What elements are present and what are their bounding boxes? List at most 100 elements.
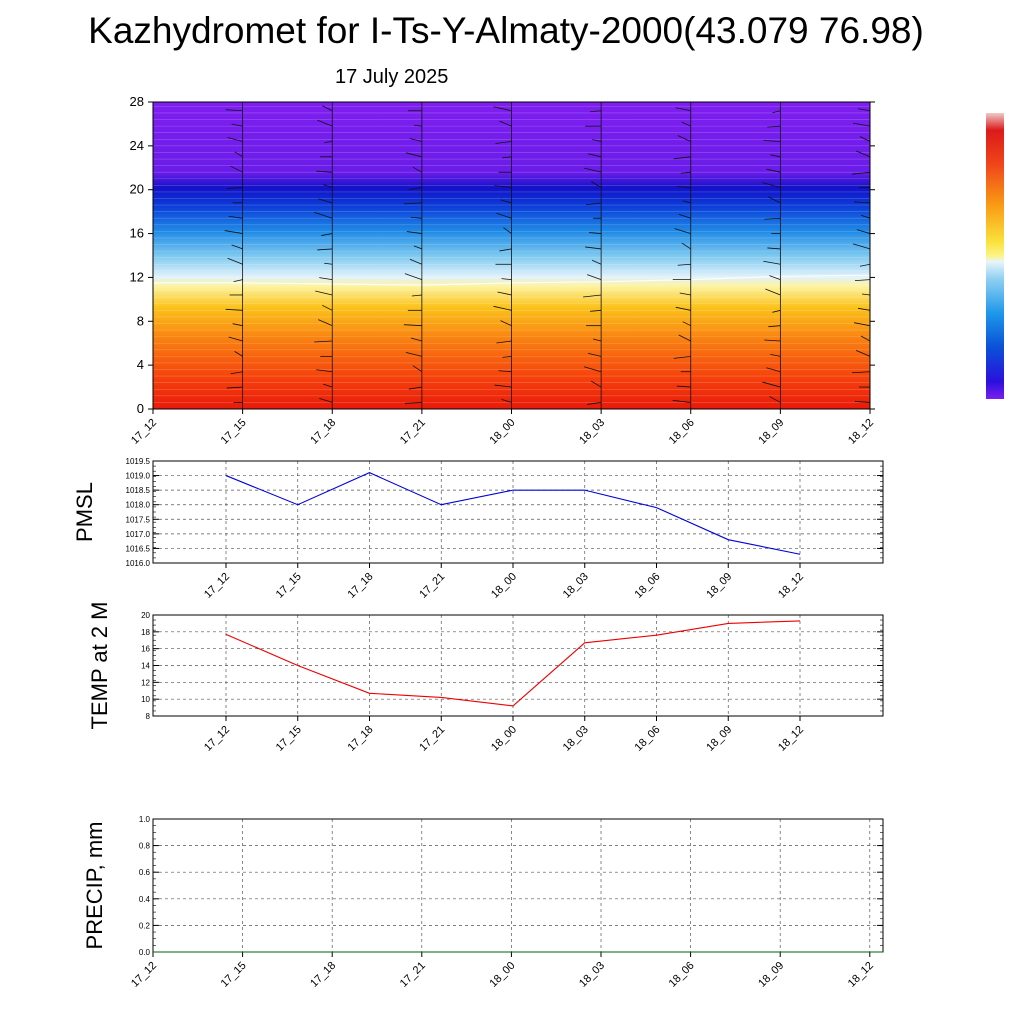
wind-barb (153, 202, 154, 203)
wind-barb (406, 231, 422, 234)
wind-barb (319, 277, 333, 281)
wind-barb (593, 338, 602, 342)
wind-barb (153, 126, 154, 127)
wind-barb (592, 139, 602, 142)
x-tick-label: 17_15 (219, 960, 249, 990)
wind-barb-column (493, 102, 512, 409)
y-tick-label: 0.0 (139, 948, 151, 957)
wind-barb (234, 351, 243, 357)
wind-barb (321, 233, 333, 236)
wind-barb-column (224, 102, 244, 409)
x-tick-label: 17_12 (202, 724, 232, 754)
wind-barb-column (583, 102, 602, 409)
colorbar (986, 113, 1004, 399)
wind-barb (501, 278, 512, 281)
x-tick-label: 18_12 (776, 724, 806, 754)
wind-barb (230, 371, 243, 375)
x-tick-label: 17_18 (308, 417, 338, 447)
y-tick-label: 0.4 (139, 895, 151, 904)
wind-barb (768, 196, 781, 204)
wind-barb (153, 386, 154, 388)
x-tick-label: 18_06 (667, 960, 697, 990)
wind-barb (404, 402, 422, 404)
wind-barb (772, 110, 781, 114)
x-tick-label: 18_00 (487, 960, 517, 990)
y-tick-label: 1017.0 (126, 530, 151, 539)
wind-barb (851, 171, 870, 175)
x-tick-label: 17_12 (129, 960, 159, 990)
page-title: Kazhydromet for I-Ts-Y-Almaty-2000(43.07… (88, 10, 924, 51)
wind-barb (412, 365, 423, 373)
wind-barb (227, 137, 243, 142)
wind-barb-column (672, 102, 692, 409)
y-tick-label: 12 (130, 269, 144, 284)
wind-barb (405, 152, 422, 158)
wind-barb (767, 125, 781, 128)
wind-barb (496, 340, 512, 344)
wind-barb (672, 400, 691, 403)
wind-barb (591, 259, 602, 265)
wind-barb (770, 154, 781, 158)
wind-barb (860, 335, 870, 342)
wind-barb (497, 291, 512, 296)
wind-barb (767, 247, 781, 250)
wind-barb (681, 242, 691, 250)
wind-barb (763, 140, 781, 142)
wind-barb (857, 108, 870, 112)
wind-barb (675, 306, 691, 311)
wind-barb (589, 232, 602, 234)
wind-barb (764, 217, 781, 220)
wind-barb (678, 213, 691, 219)
wind-barb (323, 184, 333, 188)
wind-barb (770, 353, 781, 357)
x-tick-label: 18_00 (489, 724, 519, 754)
wind-barb (502, 156, 512, 159)
wind-barb (410, 337, 422, 342)
wind-barb (403, 202, 422, 205)
x-tick-label: 18_12 (846, 417, 876, 447)
x-tick-label: 17_21 (417, 724, 447, 754)
x-tick-label: 17_18 (346, 724, 376, 754)
wind-barb (673, 355, 691, 359)
wind-barb (496, 212, 512, 219)
wind-barb (323, 383, 333, 388)
y-tick-label: 20 (130, 182, 144, 197)
wind-barb (495, 141, 512, 144)
y-tick-label: 16 (130, 226, 144, 241)
wind-barb (499, 120, 512, 127)
y-tick-label: 8 (146, 712, 151, 721)
wind-barb (590, 380, 602, 388)
wind-barb (676, 385, 691, 388)
y-tick-label: 4 (137, 357, 144, 372)
wind-barb-column (403, 102, 423, 409)
wind-barb (409, 258, 423, 265)
wind-barb (769, 275, 781, 280)
wind-barb (324, 141, 333, 143)
y-tick-label: 18 (141, 628, 150, 637)
wind-barb (677, 263, 691, 266)
wind-barb (765, 288, 781, 296)
wind-barb (586, 202, 602, 206)
wind-barb (403, 324, 422, 327)
x-tick-label: 18_03 (577, 417, 607, 447)
y-tick-label: 1019.0 (126, 472, 151, 481)
x-tick-label: 17_15 (274, 724, 304, 754)
wind-barb (500, 199, 512, 204)
x-tick-label: 18_09 (704, 571, 734, 601)
x-tick-label: 17_15 (219, 417, 249, 447)
x-tick-label: 18_09 (756, 960, 786, 990)
wind-barb (319, 398, 333, 403)
x-tick-label: 17_12 (129, 417, 159, 447)
pmsl-panel: 1016.0 1016.5 1017.0 1017.5 1018.0 1018.5 1019… (72, 457, 884, 601)
y-tick-label: 10 (141, 695, 150, 704)
wind-barb (680, 171, 691, 174)
y-tick-label: 20 (141, 611, 150, 620)
y-axis-label: TEMP at 2 M (87, 602, 112, 730)
wind-barb (681, 121, 691, 127)
wind-barb (769, 396, 781, 403)
y-tick-label: 1.0 (139, 815, 151, 824)
wind-barb (588, 153, 602, 158)
series-line (225, 472, 801, 555)
wind-barb-column (851, 102, 870, 409)
